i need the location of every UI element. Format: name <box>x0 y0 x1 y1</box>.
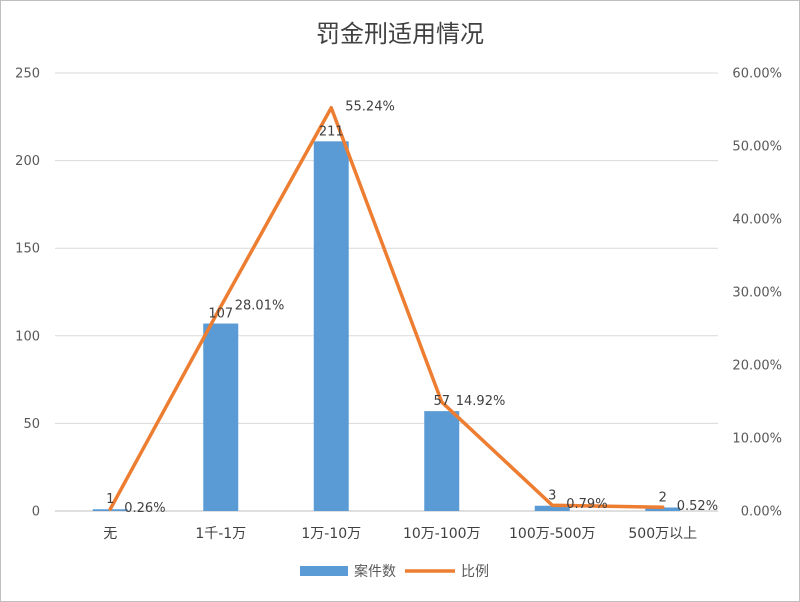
left-axis-tick-label: 200 <box>15 154 40 169</box>
ratio-value-label: 0.79% <box>566 497 607 512</box>
legend-label-bar: 案件数 <box>354 563 396 580</box>
category-label: 10万-100万 <box>403 526 481 542</box>
legend-label-line: 比例 <box>461 564 489 580</box>
bar-value-label: 211 <box>319 124 344 139</box>
bar-value-label: 1 <box>106 492 114 507</box>
bar-value-label: 57 <box>433 394 450 409</box>
ratio-value-label: 14.92% <box>456 394 506 409</box>
chart-title: 罚金刑适用情况 <box>316 20 484 48</box>
bar <box>424 411 460 511</box>
bar-value-label: 107 <box>208 307 233 322</box>
right-axis-tick-label: 40.00% <box>732 213 782 228</box>
category-label: 1千-1万 <box>195 526 246 542</box>
right-axis-tick-label: 60.00% <box>732 67 782 82</box>
right-axis-tick-label: 10.00% <box>732 432 782 447</box>
bar-series <box>92 141 681 511</box>
gridlines <box>55 72 718 512</box>
ratio-value-label: 55.24% <box>345 100 395 115</box>
category-label: 无 <box>103 526 117 542</box>
right-axis-tick-label: 30.00% <box>732 286 782 301</box>
bar-value-label: 3 <box>548 489 556 504</box>
bar <box>203 323 239 511</box>
left-axis: 0 50 100 150 200 250 <box>15 67 40 520</box>
ratio-value-label: 28.01% <box>235 299 285 314</box>
line-series <box>108 105 665 511</box>
category-label: 500万以上 <box>628 526 697 542</box>
bar <box>645 507 681 511</box>
right-axis-tick-label: 20.00% <box>732 359 782 374</box>
left-axis-tick-label: 150 <box>15 242 40 257</box>
ratio-value-label: 0.52% <box>677 499 718 514</box>
bar <box>313 141 349 511</box>
bar <box>534 505 570 511</box>
legend: 案件数 比例 <box>300 563 489 580</box>
left-axis-tick-label: 50 <box>23 417 40 432</box>
left-axis-tick-label: 100 <box>15 329 40 344</box>
right-axis-tick-label: 50.00% <box>732 140 782 155</box>
left-axis-tick-label: 0 <box>32 505 40 520</box>
left-axis-tick-label: 250 <box>15 67 40 82</box>
ratio-line <box>108 105 665 511</box>
data-labels: 1 107 211 57 3 2 0.26% 28.01% 55.24% 14.92% 0.79% 0… <box>106 100 718 516</box>
right-axis: 0.00% 10.00% 20.00% 30.00% 40.00% 50.00% 60.00… <box>732 67 782 520</box>
right-axis-tick-label: 0.00% <box>741 505 782 520</box>
ratio-value-label: 0.26% <box>124 501 165 516</box>
category-label: 100万-500万 <box>509 526 596 542</box>
category-label: 1万-10万 <box>301 526 361 542</box>
bar-value-label: 2 <box>659 490 667 505</box>
category-axis: 无 1千-1万 1万-10万 10万-100万 100万-500万 500万以上 <box>103 526 697 542</box>
legend-swatch-bar <box>300 566 348 576</box>
